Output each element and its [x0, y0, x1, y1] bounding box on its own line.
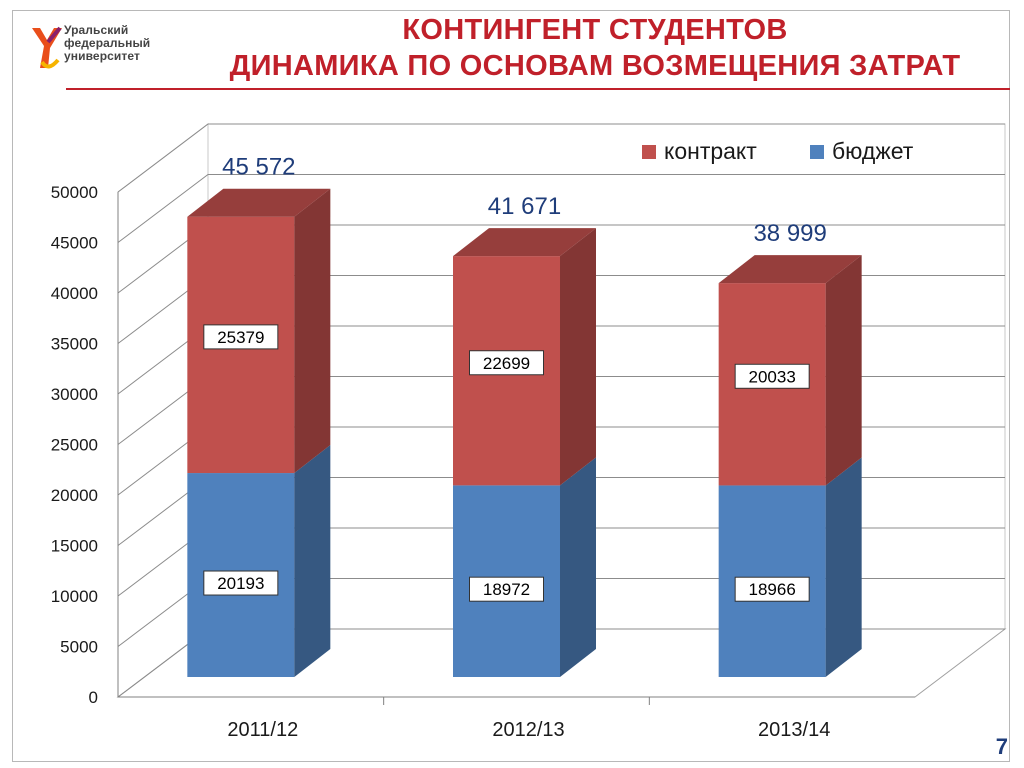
title-divider	[66, 88, 1010, 90]
data-label-box	[734, 363, 810, 389]
logo-line-3: университет	[64, 49, 140, 63]
x-tick-label: 2012/13	[492, 719, 564, 741]
slide-frame	[12, 10, 1010, 762]
legend-swatch-contract	[642, 145, 656, 159]
urfu-logo-icon	[32, 26, 62, 69]
logo-line-1: Уральский	[64, 23, 129, 37]
y-tick-label: 10000	[51, 587, 98, 606]
data-label-budget: 20193	[217, 574, 264, 593]
y-tick-label: 25000	[51, 436, 98, 455]
total-label: 45 572	[222, 154, 295, 181]
y-tick-label: 35000	[51, 335, 98, 354]
data-label-box	[203, 324, 279, 350]
bar-top	[453, 228, 596, 257]
bar-side	[560, 457, 596, 677]
legend-label-budget: бюджет	[832, 138, 914, 164]
data-label-box	[469, 576, 544, 602]
logo-text: Уральский федеральный университет	[64, 24, 150, 63]
bar-side	[294, 445, 331, 677]
bar-side	[825, 255, 862, 486]
data-label-box	[469, 350, 544, 376]
legend-swatch-budget	[810, 145, 824, 159]
page-number: 7	[995, 734, 1008, 759]
bar-side	[560, 228, 596, 486]
data-label-contract: 25379	[217, 328, 264, 347]
x-tick-label: 2011/12	[227, 719, 298, 741]
y-tick-label: 5000	[60, 638, 98, 657]
legend-label-contract: контракт	[664, 138, 757, 164]
bar-top	[187, 188, 331, 217]
data-label-contract: 22699	[483, 354, 530, 373]
bar-side	[294, 188, 331, 474]
bar-top	[718, 255, 862, 284]
y-tick-label: 0	[89, 688, 98, 707]
data-label-budget: 18972	[483, 580, 530, 599]
total-label: 38 999	[753, 220, 826, 247]
total-label: 41 671	[488, 193, 561, 220]
gridline	[117, 174, 1005, 243]
bar-side	[825, 457, 862, 677]
y-tick-label: 50000	[51, 183, 98, 202]
title-line-1: КОНТИНГЕНТ СТУДЕНТОВ	[402, 14, 788, 46]
logo-line-2: федеральный	[64, 36, 151, 50]
data-label-budget: 18966	[749, 580, 796, 599]
gridline	[117, 123, 1005, 193]
y-tick-label: 20000	[51, 486, 98, 505]
y-tick-label: 15000	[51, 537, 98, 556]
y-tick-label: 40000	[51, 284, 98, 303]
y-tick-label: 45000	[51, 234, 98, 253]
title-line-2: ДИНАМИКА ПО ОСНОВАМ ВОЗМЕЩЕНИЯ ЗАТРАТ	[229, 50, 961, 82]
data-label-box	[203, 570, 279, 596]
x-tick-label: 2013/14	[758, 719, 830, 741]
data-label-box	[734, 576, 810, 602]
y-tick-label: 30000	[51, 385, 98, 404]
data-label-contract: 20033	[749, 367, 796, 386]
slide-title: КОНТИНГЕНТ СТУДЕНТОВ ДИНАМИКА ПО ОСНОВАМ…	[180, 12, 1010, 84]
